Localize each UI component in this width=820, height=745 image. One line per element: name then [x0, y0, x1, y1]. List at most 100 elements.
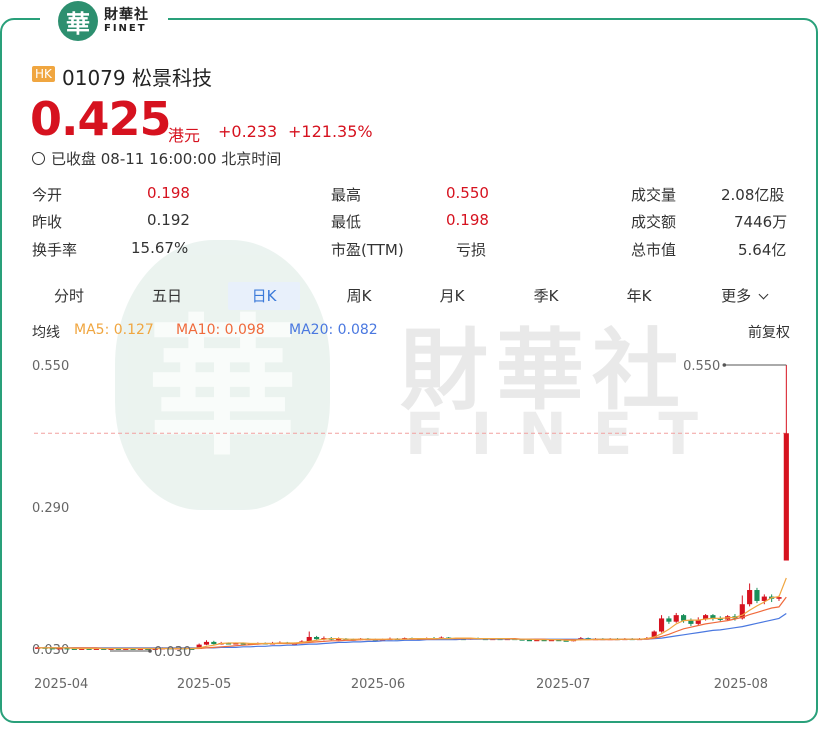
candle-body [64, 647, 70, 650]
candle-body [115, 648, 121, 650]
x-tick-label: 2025-06 [351, 677, 405, 692]
candle-body [556, 639, 562, 642]
tab-yearly-k[interactable]: 年K [626, 287, 652, 305]
volume-label: 成交量 [631, 186, 677, 204]
candle-body [306, 636, 312, 642]
logo-cn: 財華社 [104, 7, 149, 23]
market-status: 已收盘 08-11 16:00:00 北京时间 [32, 148, 281, 169]
candle-body [189, 648, 195, 650]
mktcap-label: 总市值 [631, 241, 677, 259]
adjust-mode[interactable]: 前复权 [748, 325, 790, 341]
period-tabs: 分时 五日 日K 周K 月K 季K 年K 更多 [30, 282, 790, 310]
y-tick-label: 0.550 [32, 359, 69, 374]
candle-body [688, 620, 694, 624]
ma-label: 均线 [32, 325, 60, 341]
candle-body [673, 615, 679, 622]
turnover-rate-label: 换手率 [32, 241, 78, 259]
tab-five-day[interactable]: 五日 [151, 287, 182, 305]
finet-logo-icon: 華 [58, 1, 98, 41]
ma5-line [37, 577, 787, 650]
candle-body [71, 648, 77, 650]
candle-body [747, 590, 753, 605]
y-tick-label: 0.030 [32, 643, 69, 658]
candle-body [240, 642, 246, 645]
candle-body [526, 639, 533, 642]
last-price: 0.425 [30, 92, 172, 146]
pe-label: 市盈(TTM) [331, 241, 404, 259]
candle-body [203, 641, 210, 645]
candle-body [695, 619, 701, 624]
candle-body [93, 648, 99, 650]
max-annotation-dot [722, 363, 727, 367]
price-unit: 港元 [168, 126, 201, 145]
x-tick-label: 2025-04 [34, 677, 88, 692]
ma20-value: MA20: 0.082 [289, 322, 378, 338]
tab-more[interactable]: 更多 [706, 282, 782, 310]
x-tick-label: 2025-07 [536, 677, 590, 692]
candle-body [658, 618, 665, 632]
tab-weekly-k[interactable]: 周K [346, 287, 372, 305]
prev-close-value: 0.192 [147, 211, 190, 229]
finet-logo[interactable]: 華 財華社 FINET [40, 0, 168, 42]
prev-close-label: 昨收 [32, 213, 63, 231]
candle-body [534, 639, 540, 642]
ma5-value: MA5: 0.127 [74, 322, 154, 338]
candle-body [79, 648, 85, 650]
candle-body [196, 644, 202, 649]
amount-value: 7446万 [734, 213, 788, 231]
candle-body [130, 648, 136, 650]
candle-body [49, 647, 55, 650]
tab-daily-k[interactable]: 日K [228, 282, 300, 310]
candle-body [211, 641, 217, 645]
status-text: 已收盘 08-11 16:00:00 北京时间 [51, 150, 282, 168]
low-label: 最低 [331, 213, 362, 231]
amount-label: 成交额 [631, 213, 677, 231]
y-tick-label: 0.290 [32, 501, 69, 516]
open-label: 今开 [32, 186, 63, 204]
tab-intraday[interactable]: 分时 [53, 287, 84, 305]
high-value: 0.550 [446, 184, 489, 202]
x-tick-label: 2025-05 [177, 677, 231, 692]
pe-value: 亏损 [456, 241, 487, 259]
candle-body [519, 639, 525, 641]
candle-body [57, 647, 63, 650]
candle-body [541, 639, 547, 642]
clock-icon [32, 152, 45, 165]
candle-body [101, 648, 107, 650]
max-annotation-label: 0.550 [683, 359, 720, 374]
turnover-rate-value: 15.67% [131, 239, 189, 257]
candle-body [754, 590, 760, 601]
candle-body [666, 618, 672, 622]
candle-body [761, 596, 767, 601]
logo-en: FINET [104, 23, 147, 34]
candle-body [123, 648, 129, 650]
candle-body [651, 631, 657, 639]
candle-body [739, 604, 745, 619]
candle-body [717, 618, 723, 620]
price-change-pct: +121.35% [288, 122, 373, 141]
candle-body [776, 597, 782, 599]
candle-body [563, 640, 569, 642]
low-value: 0.198 [446, 211, 489, 229]
high-label: 最高 [331, 186, 362, 204]
candle-body [225, 642, 232, 645]
mktcap-value: 5.64亿 [738, 241, 787, 259]
tab-monthly-k[interactable]: 月K [439, 287, 465, 305]
stock-name: 01079 松景科技 [62, 66, 212, 90]
open-value: 0.198 [147, 184, 190, 202]
candle-body [783, 433, 789, 561]
candle-body [710, 615, 716, 619]
candle-body [314, 636, 320, 640]
min-annotation-dot [148, 649, 152, 653]
candle-body [548, 639, 555, 642]
tab-more-label: 更多 [721, 287, 752, 305]
candle-body [145, 648, 151, 650]
candle-body [152, 648, 158, 650]
logo-text: 財華社 FINET [104, 8, 149, 34]
market-tag: HK [32, 66, 55, 82]
candle-body [108, 648, 114, 650]
price-change: +0.233 [218, 122, 278, 141]
tab-quarterly-k[interactable]: 季K [533, 287, 559, 305]
candle-body [233, 642, 239, 645]
